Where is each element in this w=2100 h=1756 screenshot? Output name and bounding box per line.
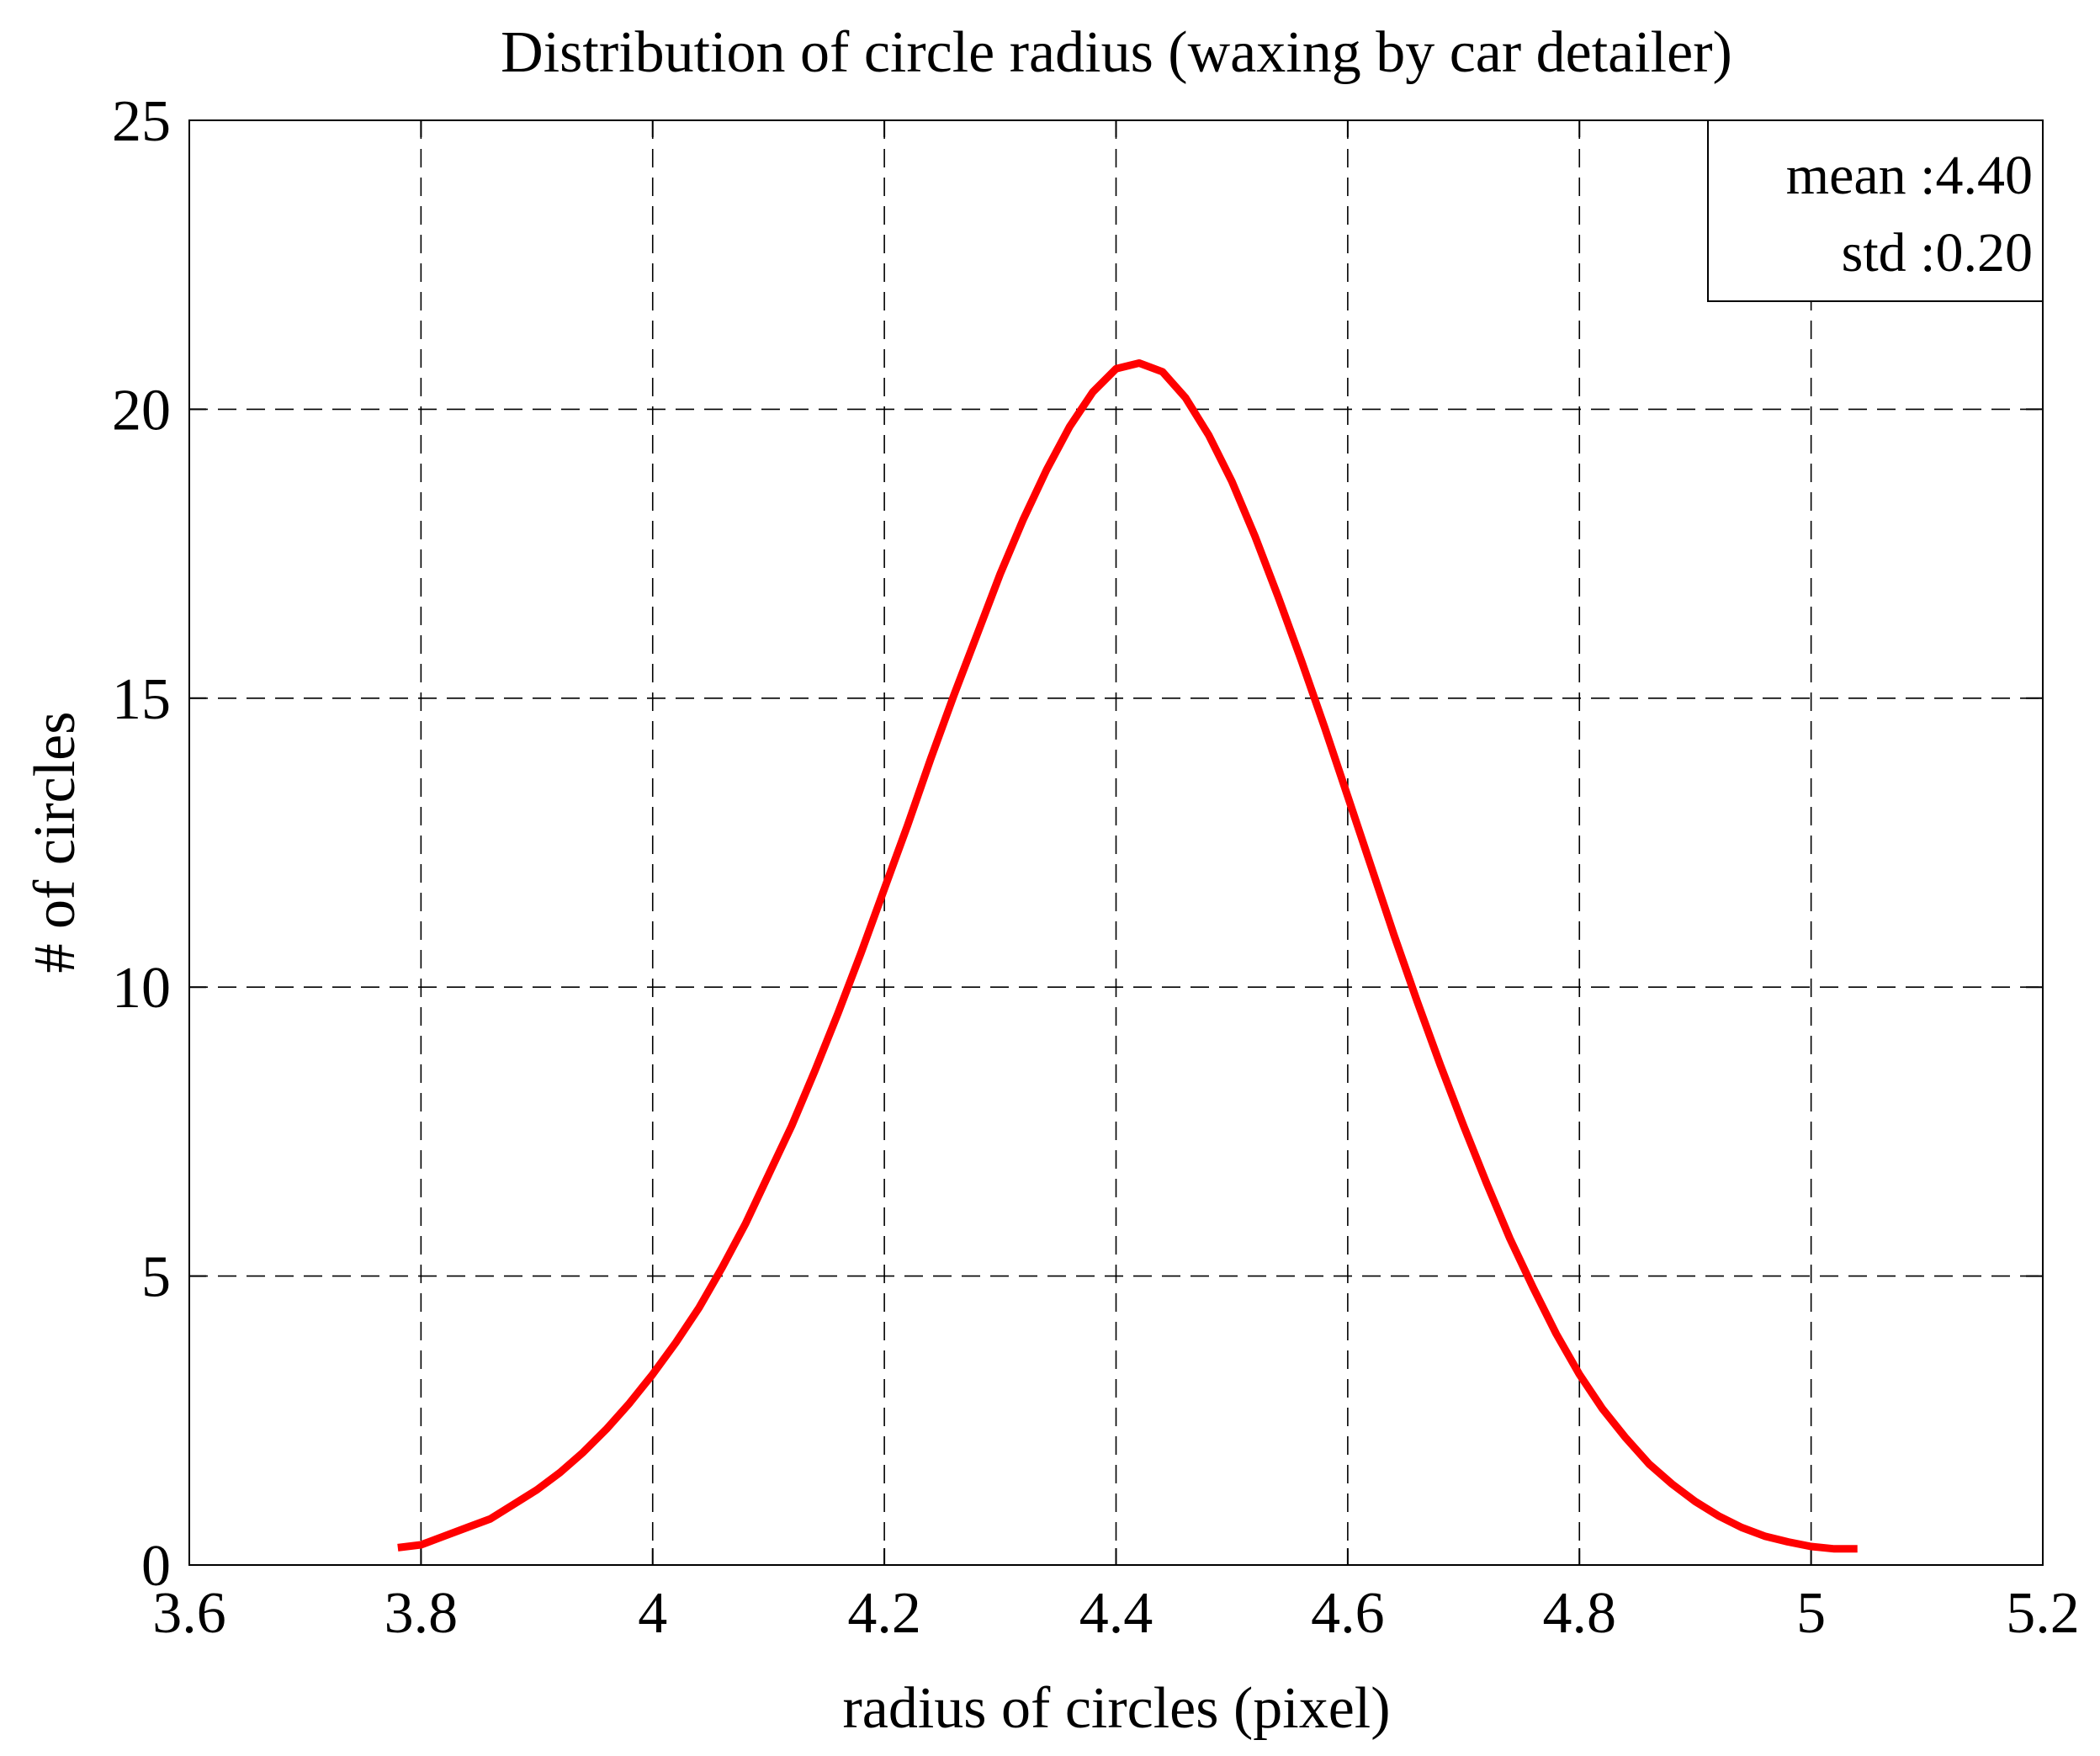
x-tick-label: 3.8 — [384, 1581, 459, 1646]
ticks: 3.6 3.8 4 4.2 4.4 4.6 4.8 5 5.2 0 5 10 15 20 25 — [112, 89, 2080, 1646]
x-axis-label: radius of circles (pixel) — [842, 1676, 1390, 1741]
legend-frame — [1707, 119, 2044, 302]
y-tick-label: 0 — [141, 1534, 171, 1599]
legend-std-label: std :0.20 — [1842, 222, 2033, 284]
x-tick-label: 4.6 — [1311, 1581, 1385, 1646]
x-tick-label: 5.2 — [2006, 1581, 2080, 1646]
x-tick-label: 4.4 — [1079, 1581, 1153, 1646]
x-tick-label: 4 — [638, 1581, 667, 1646]
legend-mean-label: mean :4.40 — [1786, 145, 2033, 206]
grid — [189, 120, 2043, 1565]
y-tick-label: 15 — [112, 667, 171, 732]
y-tick-label: 20 — [112, 378, 171, 443]
x-tick-label: 4.8 — [1543, 1581, 1617, 1646]
x-tick-label: 4.2 — [847, 1581, 921, 1646]
x-tick-label: 3.6 — [152, 1581, 226, 1646]
x-tick-label: 5 — [1796, 1581, 1826, 1646]
y-tick-label: 10 — [112, 956, 171, 1021]
y-tick-label: 5 — [141, 1245, 171, 1310]
legend-box: mean :4.40 std :0.20 — [1707, 119, 2044, 302]
chart-title: Distribution of circle radius (waxing by… — [501, 20, 1732, 85]
series-layer — [397, 359, 1858, 1553]
y-tick-label: 25 — [112, 89, 171, 154]
y-axis-label: # of circles — [23, 712, 88, 973]
series-line — [397, 359, 1858, 1553]
